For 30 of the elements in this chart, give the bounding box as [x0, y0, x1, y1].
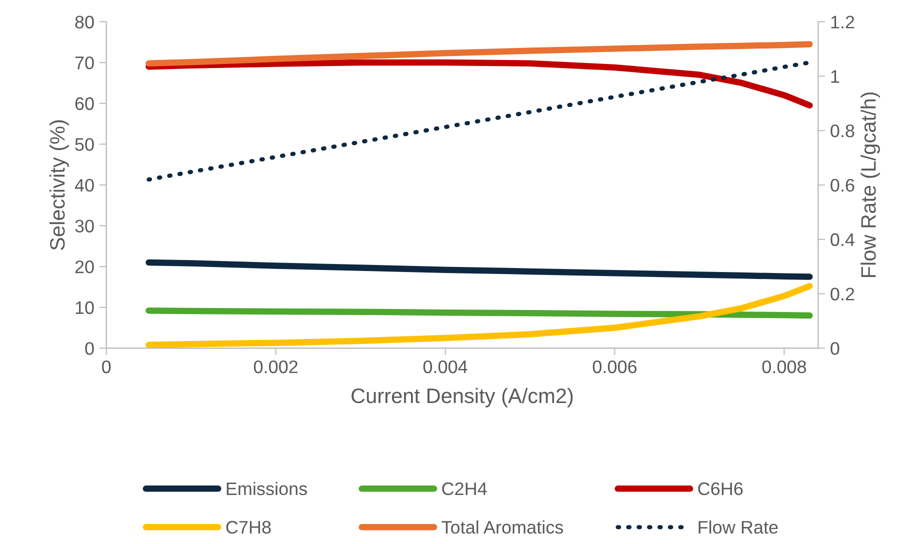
- x-tick-label: 0.004: [423, 360, 468, 374]
- x-tick-label: 0.006: [592, 360, 637, 374]
- y-tick-label: 50: [75, 138, 94, 151]
- legend-label: Flow Rate: [698, 520, 778, 534]
- y-tick-label: 0: [85, 342, 94, 355]
- legend-label: Emissions: [226, 482, 307, 496]
- legend-label: Total Aromatics: [442, 520, 564, 534]
- y-tick-label: 70: [75, 56, 94, 70]
- y-tick-label: 30: [75, 220, 94, 232]
- y2-tick-label: 0.2: [830, 288, 854, 300]
- x-tick-label: 0.002: [254, 360, 298, 374]
- y2-tick-label: 0.6: [830, 178, 854, 192]
- y-tick-label: 60: [75, 97, 94, 110]
- y2-axis-title: Flow Rate (L/gcat/h): [860, 92, 880, 278]
- y2-tick-label: 0.8: [830, 124, 854, 138]
- y2-tick-label: 0: [830, 342, 840, 355]
- legend-label: C7H8: [226, 520, 271, 534]
- legend-label: C2H4: [442, 482, 487, 496]
- x-tick-label: 0.008: [762, 360, 806, 374]
- y-tick-label: 20: [75, 260, 94, 274]
- y2-tick-label: 1.2: [831, 16, 854, 28]
- y-tick-label: 40: [74, 178, 94, 192]
- y-tick-label: 10: [76, 301, 94, 314]
- y2-tick-label: 0.4: [830, 233, 854, 246]
- x-axis-title: Current Density (A/cm2): [352, 388, 573, 408]
- x-tick-label: 0: [102, 360, 111, 374]
- y-tick-label: 80: [75, 16, 94, 28]
- y-axis-title: Selectivity (%): [49, 120, 69, 250]
- y2-tick-label: 1: [831, 70, 840, 83]
- legend-label: C6H6: [698, 482, 743, 496]
